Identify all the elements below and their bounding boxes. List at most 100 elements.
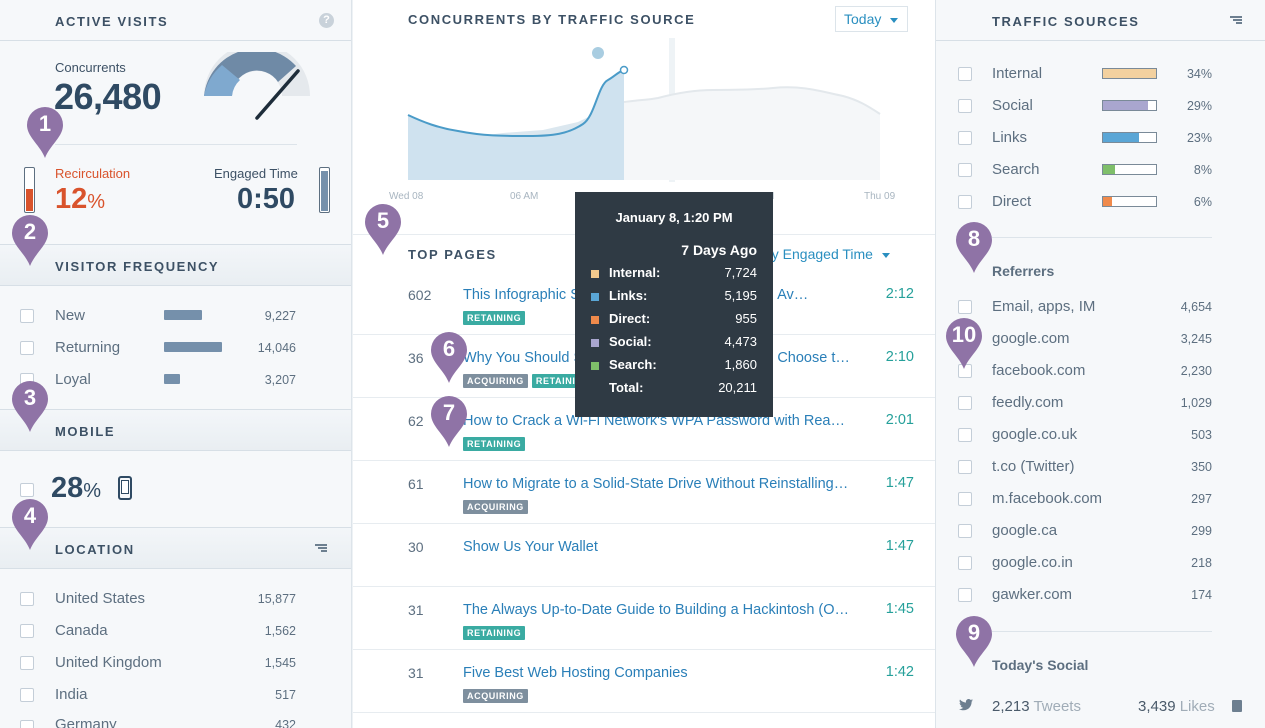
checkbox[interactable]: [20, 341, 34, 355]
page-count: 62: [408, 413, 424, 429]
location-value: 432: [275, 718, 296, 728]
checkbox[interactable]: [958, 99, 972, 113]
tooltip-row: Direct: 955: [591, 311, 757, 331]
tooltip-series-name: Total:: [609, 380, 644, 395]
referrer-label: facebook.com: [992, 362, 1086, 379]
location-value: 1,562: [264, 624, 296, 638]
checkbox[interactable]: [958, 588, 972, 602]
table-row[interactable]: 61 How to Migrate to a Solid-State Drive …: [353, 461, 935, 524]
checkbox[interactable]: [958, 524, 972, 538]
location-title: LOCATION: [55, 542, 135, 557]
pin-number: 9: [967, 620, 981, 645]
location-header: LOCATION: [0, 527, 351, 569]
mobile-title: MOBILE: [55, 424, 116, 439]
checkbox[interactable]: [20, 624, 34, 638]
location-label: Canada: [55, 622, 108, 639]
checkbox[interactable]: [958, 428, 972, 442]
source-label: Search: [992, 161, 1040, 178]
page-tag: ACQUIRING: [463, 689, 528, 703]
checkbox[interactable]: [20, 688, 34, 702]
pin-number: 6: [442, 336, 456, 361]
tooltip-series-value: 20,211: [718, 380, 757, 395]
source-bar-fill: [1103, 69, 1156, 78]
checkbox[interactable]: [958, 300, 972, 314]
checkbox[interactable]: [958, 556, 972, 570]
right-panel: TRAFFIC SOURCES Internal 34% Social 29% Link…: [936, 0, 1265, 728]
page-count: 30: [408, 539, 424, 555]
checkbox[interactable]: [958, 492, 972, 506]
divider: [0, 40, 351, 41]
source-label: Direct: [992, 193, 1032, 210]
referrer-label: m.facebook.com: [992, 490, 1103, 507]
checkbox[interactable]: [958, 195, 972, 209]
tooltip-series-value: 1,860: [724, 357, 757, 372]
location-value: 517: [275, 688, 296, 702]
tweets-value: 2,213: [992, 698, 1030, 715]
source-bar-fill: [1103, 165, 1115, 174]
pin-number: 10: [951, 322, 977, 347]
frequency-bar: [164, 342, 222, 352]
referrer-value: 299: [1191, 524, 1212, 538]
recirculation-label: Recirculation: [55, 166, 131, 181]
tooltip-row: Links: 5,195: [591, 288, 757, 308]
checkbox[interactable]: [958, 131, 972, 145]
page-count: 61: [408, 476, 424, 492]
frequency-bar: [164, 310, 202, 320]
table-row[interactable]: 31 Five Best Web Hosting Companies 1:42 ACQ…: [353, 650, 935, 713]
location-label: United States: [55, 590, 146, 607]
page-tags: RETAINING: [463, 623, 529, 641]
recirculation-unit: %: [87, 191, 106, 213]
chart-marker: [592, 47, 604, 59]
referrer-label: google.co.uk: [992, 426, 1078, 443]
source-bar: [1102, 196, 1157, 207]
source-value: 34%: [1186, 67, 1212, 81]
pin-number: 8: [967, 226, 981, 251]
page-title-link[interactable]: Five Best Web Hosting Companies: [463, 665, 688, 681]
location-label: India: [55, 686, 88, 703]
checkbox[interactable]: [20, 592, 34, 606]
checkbox[interactable]: [20, 483, 34, 497]
recirculation-meter: [24, 167, 35, 213]
page-engaged-time: 1:45: [885, 601, 914, 617]
referrer-value: 297: [1191, 492, 1212, 506]
page-tags: RETAINING: [463, 434, 529, 452]
annotation-pin: 9: [955, 616, 993, 667]
table-row[interactable]: 30 Show Us Your Wallet 1:47: [353, 524, 935, 587]
page-title-link[interactable]: The Always Up-to-Date Guide to Building …: [463, 602, 850, 618]
concurrents-value: 26,480: [54, 76, 162, 117]
divider: [55, 144, 297, 145]
checkbox[interactable]: [958, 460, 972, 474]
checkbox[interactable]: [958, 67, 972, 81]
referrers-title: Referrers: [992, 263, 1055, 279]
table-row[interactable]: 31 The Always Up-to-Date Guide to Buildin…: [353, 587, 935, 650]
tooltip-row: Internal: 7,724: [591, 265, 757, 285]
page-title-link[interactable]: How to Migrate to a Solid-State Drive Wi…: [463, 476, 849, 492]
list-menu-icon[interactable]: [1230, 16, 1242, 25]
location-value: 1,545: [264, 656, 296, 670]
page-title-link[interactable]: Show Us Your Wallet: [463, 539, 598, 555]
checkbox[interactable]: [20, 309, 34, 323]
traffic-chart[interactable]: [353, 30, 936, 200]
referrer-label: Email, apps, IM: [992, 298, 1096, 315]
sort-select[interactable]: by Engaged Time: [756, 242, 899, 266]
tooltip-series-name: Links:: [609, 288, 648, 303]
likes-label: Likes: [1179, 698, 1215, 715]
page-tag: RETAINING: [463, 626, 526, 640]
range-select[interactable]: Today: [835, 6, 909, 32]
divider: [992, 631, 1212, 632]
frequency-value: 14,046: [257, 341, 296, 355]
checkbox[interactable]: [958, 396, 972, 410]
referrer-value: 3,245: [1180, 332, 1212, 346]
annotation-pin: 10: [945, 318, 983, 369]
referrer-value: 174: [1191, 588, 1212, 602]
list-menu-icon[interactable]: [315, 544, 327, 553]
table-row[interactable]: 62 How to Crack a Wi-Fi Network's WPA Pas…: [353, 398, 935, 461]
engaged-time-value: 0:50: [237, 183, 296, 215]
checkbox[interactable]: [958, 163, 972, 177]
tick-label: 06 AM: [510, 191, 539, 202]
chart-point: [619, 65, 629, 75]
checkbox[interactable]: [20, 656, 34, 670]
chevron-down-icon: [890, 18, 899, 23]
question-icon[interactable]: ?: [319, 13, 334, 28]
checkbox[interactable]: [20, 720, 34, 728]
